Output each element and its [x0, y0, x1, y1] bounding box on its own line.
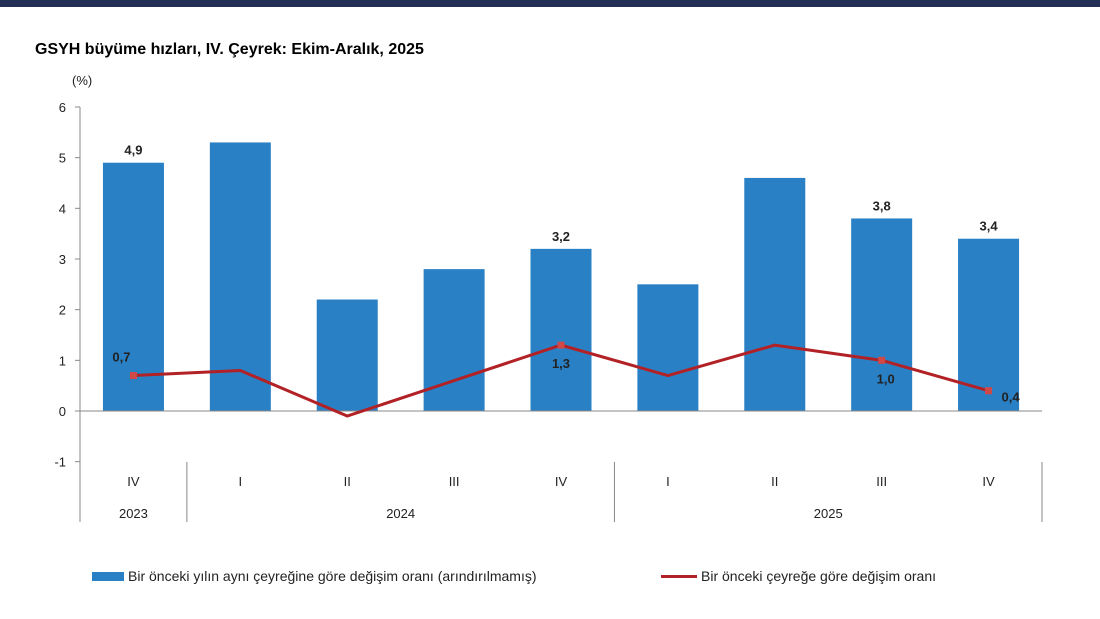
- y-tick-label: 5: [59, 151, 66, 166]
- bar-data-label: 4,9: [124, 143, 142, 158]
- x-category-label: IV: [982, 474, 995, 489]
- line-data-label: 0,4: [1002, 390, 1021, 405]
- x-category-label: IV: [127, 474, 140, 489]
- y-tick-label: 0: [59, 404, 66, 419]
- y-tick-label: 4: [59, 201, 66, 216]
- bar-data-label: 3,8: [873, 198, 891, 213]
- y-tick-label: 6: [59, 100, 66, 115]
- legend-line: Bir önceki çeyreğe göre değişim oranı: [661, 568, 936, 584]
- legend-line-swatch: [661, 574, 697, 578]
- x-category-label: II: [771, 474, 778, 489]
- bar-data-label: 3,2: [552, 229, 570, 244]
- bar: [316, 299, 378, 411]
- bar: [423, 269, 485, 411]
- y-axis-label: (%): [72, 73, 92, 88]
- x-category-label: I: [239, 474, 243, 489]
- line-data-label: 0,7: [112, 350, 130, 365]
- y-tick-label: 3: [59, 252, 66, 267]
- x-group-label: 2025: [814, 506, 843, 521]
- bar: [209, 142, 271, 411]
- bar: [744, 177, 806, 411]
- line-point: [129, 372, 137, 380]
- x-category-label: III: [449, 474, 460, 489]
- x-group-label: 2024: [386, 506, 415, 521]
- bar-data-label: 3,4: [980, 219, 999, 234]
- bar: [851, 218, 913, 411]
- x-category-label: III: [876, 474, 887, 489]
- y-tick-label: 1: [59, 353, 66, 368]
- legend-line-label: Bir önceki çeyreğe göre değişim oranı: [701, 568, 937, 584]
- line-point: [557, 341, 565, 349]
- y-tick-label: 2: [59, 303, 66, 318]
- x-category-label: IV: [555, 474, 568, 489]
- bar: [102, 162, 164, 411]
- bar: [637, 284, 699, 411]
- chart-title: GSYH büyüme hızları, IV. Çeyrek: Ekim-Ar…: [35, 41, 424, 58]
- y-tick-label: -1: [54, 455, 66, 470]
- legend-bar: Bir önceki yılın aynı çeyreğine göre değ…: [92, 568, 537, 584]
- legend-bar-swatch: [92, 571, 124, 581]
- line-point: [985, 387, 993, 395]
- bar: [530, 248, 592, 411]
- legend-bar-label: Bir önceki yılın aynı çeyreğine göre değ…: [128, 568, 537, 584]
- line-data-label: 1,3: [552, 356, 570, 371]
- x-group-label: 2023: [119, 506, 148, 521]
- bar: [958, 238, 1020, 411]
- top-bar: [0, 0, 1100, 7]
- line-point: [878, 356, 886, 364]
- x-category-label: II: [344, 474, 351, 489]
- line-data-label: 1,0: [877, 371, 895, 386]
- x-category-label: I: [666, 474, 670, 489]
